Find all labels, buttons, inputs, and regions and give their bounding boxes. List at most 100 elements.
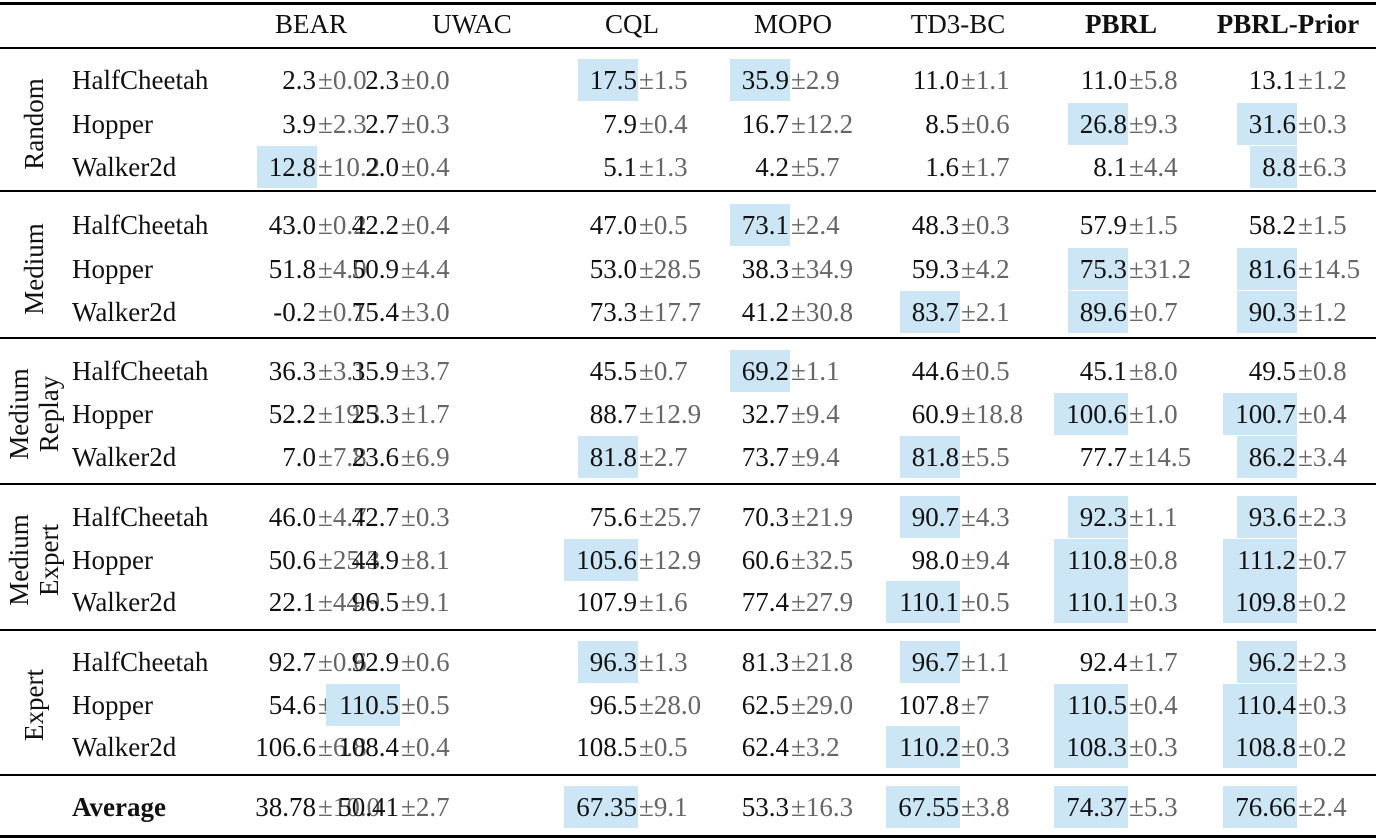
mean-value: 77.4	[741, 587, 789, 617]
mean-value: 8.8	[1262, 152, 1296, 182]
mean-value: 107.8	[898, 690, 959, 720]
std-value: ±8.0	[1129, 356, 1178, 386]
group-label-line: Random	[19, 78, 49, 170]
mean-value: 11.0	[1080, 65, 1127, 95]
mean-value: 16.7	[741, 109, 789, 139]
column-header: UWAC	[432, 9, 512, 39]
std-value: ±1.5	[1298, 210, 1347, 240]
std-value: ±1.7	[1129, 647, 1178, 677]
mean-value: 75.3	[1079, 254, 1127, 284]
mean-value: 36.3	[268, 356, 316, 386]
highlight-box	[1054, 786, 1128, 828]
mean-value: 41.2	[741, 297, 789, 327]
mean-value: 35.9	[351, 356, 399, 386]
mean-value: 75.6	[589, 502, 637, 532]
column-header: BEAR	[274, 9, 347, 39]
mean-value: 47.0	[589, 210, 637, 240]
group-label-line: Expert	[34, 524, 64, 596]
std-value: ±2.3	[1298, 502, 1347, 532]
column-header: CQL	[605, 9, 659, 39]
std-value: ±10.0	[318, 792, 381, 822]
mean-value: 38.78	[255, 792, 316, 822]
highlight-box	[1223, 684, 1297, 726]
highlight-box	[1223, 539, 1297, 581]
mean-value: 92.9	[351, 647, 399, 677]
highlight-box	[1067, 248, 1128, 290]
std-value: ±3.0	[401, 297, 450, 327]
std-value: ±3.8	[961, 792, 1010, 822]
std-value: ±32.5	[791, 545, 854, 575]
mean-value: 93.6	[1248, 502, 1296, 532]
mean-value: 96.5	[589, 690, 637, 720]
mean-value: 44.9	[351, 545, 399, 575]
std-value: ±1.7	[961, 152, 1010, 182]
std-value: ±0.3	[401, 109, 450, 139]
std-value: ±0.1	[318, 297, 367, 327]
highlight-box	[1223, 581, 1297, 623]
mean-value: 90.7	[911, 502, 959, 532]
env-name: Walker2d	[72, 152, 177, 182]
std-value: ±0.7	[639, 356, 688, 386]
mean-value: 50.9	[351, 254, 399, 284]
std-value: ±3.1	[318, 356, 367, 386]
std-value: ±2.9	[791, 65, 840, 95]
std-value: ±4.4	[1129, 152, 1178, 182]
highlight-box	[729, 350, 790, 392]
mean-value: 62.5	[741, 690, 789, 720]
std-value: ±0.5	[961, 587, 1010, 617]
mean-value: 17.5	[589, 65, 637, 95]
std-value: ±28.0	[639, 690, 702, 720]
mean-value: 108.5	[576, 732, 637, 762]
mean-value: 100.6	[1066, 399, 1127, 429]
highlight-box	[1223, 393, 1297, 435]
env-name: HalfCheetah	[72, 65, 209, 95]
mean-value: 54.6	[268, 690, 316, 720]
std-value: ±0.2	[318, 210, 367, 240]
mean-value: 111.2	[1237, 545, 1296, 575]
mean-value: -0.2	[273, 297, 316, 327]
mean-value: 109.8	[1235, 587, 1296, 617]
highlight-box	[886, 786, 960, 828]
mean-value: 58.2	[1248, 210, 1296, 240]
mean-value: 108.4	[338, 732, 399, 762]
mean-value: 86.2	[1248, 442, 1296, 472]
std-value: ±7.8	[318, 442, 367, 472]
mean-value: 51.8	[268, 254, 316, 284]
mean-value: 110.5	[339, 690, 399, 720]
mean-value: 96.2	[1248, 647, 1296, 677]
std-value: ±1.1	[1129, 502, 1178, 532]
mean-value: 73.3	[589, 297, 637, 327]
mean-value: 13.1	[1248, 65, 1296, 95]
mean-value: 106.6	[255, 732, 316, 762]
mean-value: 8.5	[925, 109, 959, 139]
std-value: ±1.1	[961, 647, 1010, 677]
std-value: ±6.8	[318, 732, 367, 762]
highlight-box	[577, 59, 638, 101]
std-value: ±44.9	[318, 587, 381, 617]
std-value: ±4.3	[961, 502, 1010, 532]
std-value: ±2.4	[791, 210, 840, 240]
highlight-box	[577, 436, 638, 478]
mean-value: 48.3	[911, 210, 959, 240]
mean-value: 100.7	[1235, 399, 1296, 429]
std-value: ±1.2	[1298, 297, 1347, 327]
std-value: ±2.1	[961, 297, 1010, 327]
mean-value: 49.5	[1248, 356, 1296, 386]
highlight-box	[564, 539, 638, 581]
mean-value: 70.3	[741, 502, 789, 532]
std-value: ±0.3	[1129, 587, 1178, 617]
mean-value: 81.6	[1248, 254, 1296, 284]
highlight-box	[1236, 103, 1297, 145]
std-value: ±2.7	[639, 442, 688, 472]
std-value: ±0.5	[639, 210, 688, 240]
highlight-box	[899, 436, 960, 478]
env-name: HalfCheetah	[72, 647, 209, 677]
std-value: ±31.2	[1129, 254, 1192, 284]
highlight-box	[256, 146, 317, 188]
mean-value: 67.55	[898, 792, 959, 822]
std-value: ±12.2	[791, 109, 854, 139]
std-value: ±0.8	[1129, 545, 1178, 575]
column-header: MOPO	[753, 9, 833, 39]
mean-value: 53.3	[741, 792, 789, 822]
std-value: ±0.5	[639, 732, 688, 762]
